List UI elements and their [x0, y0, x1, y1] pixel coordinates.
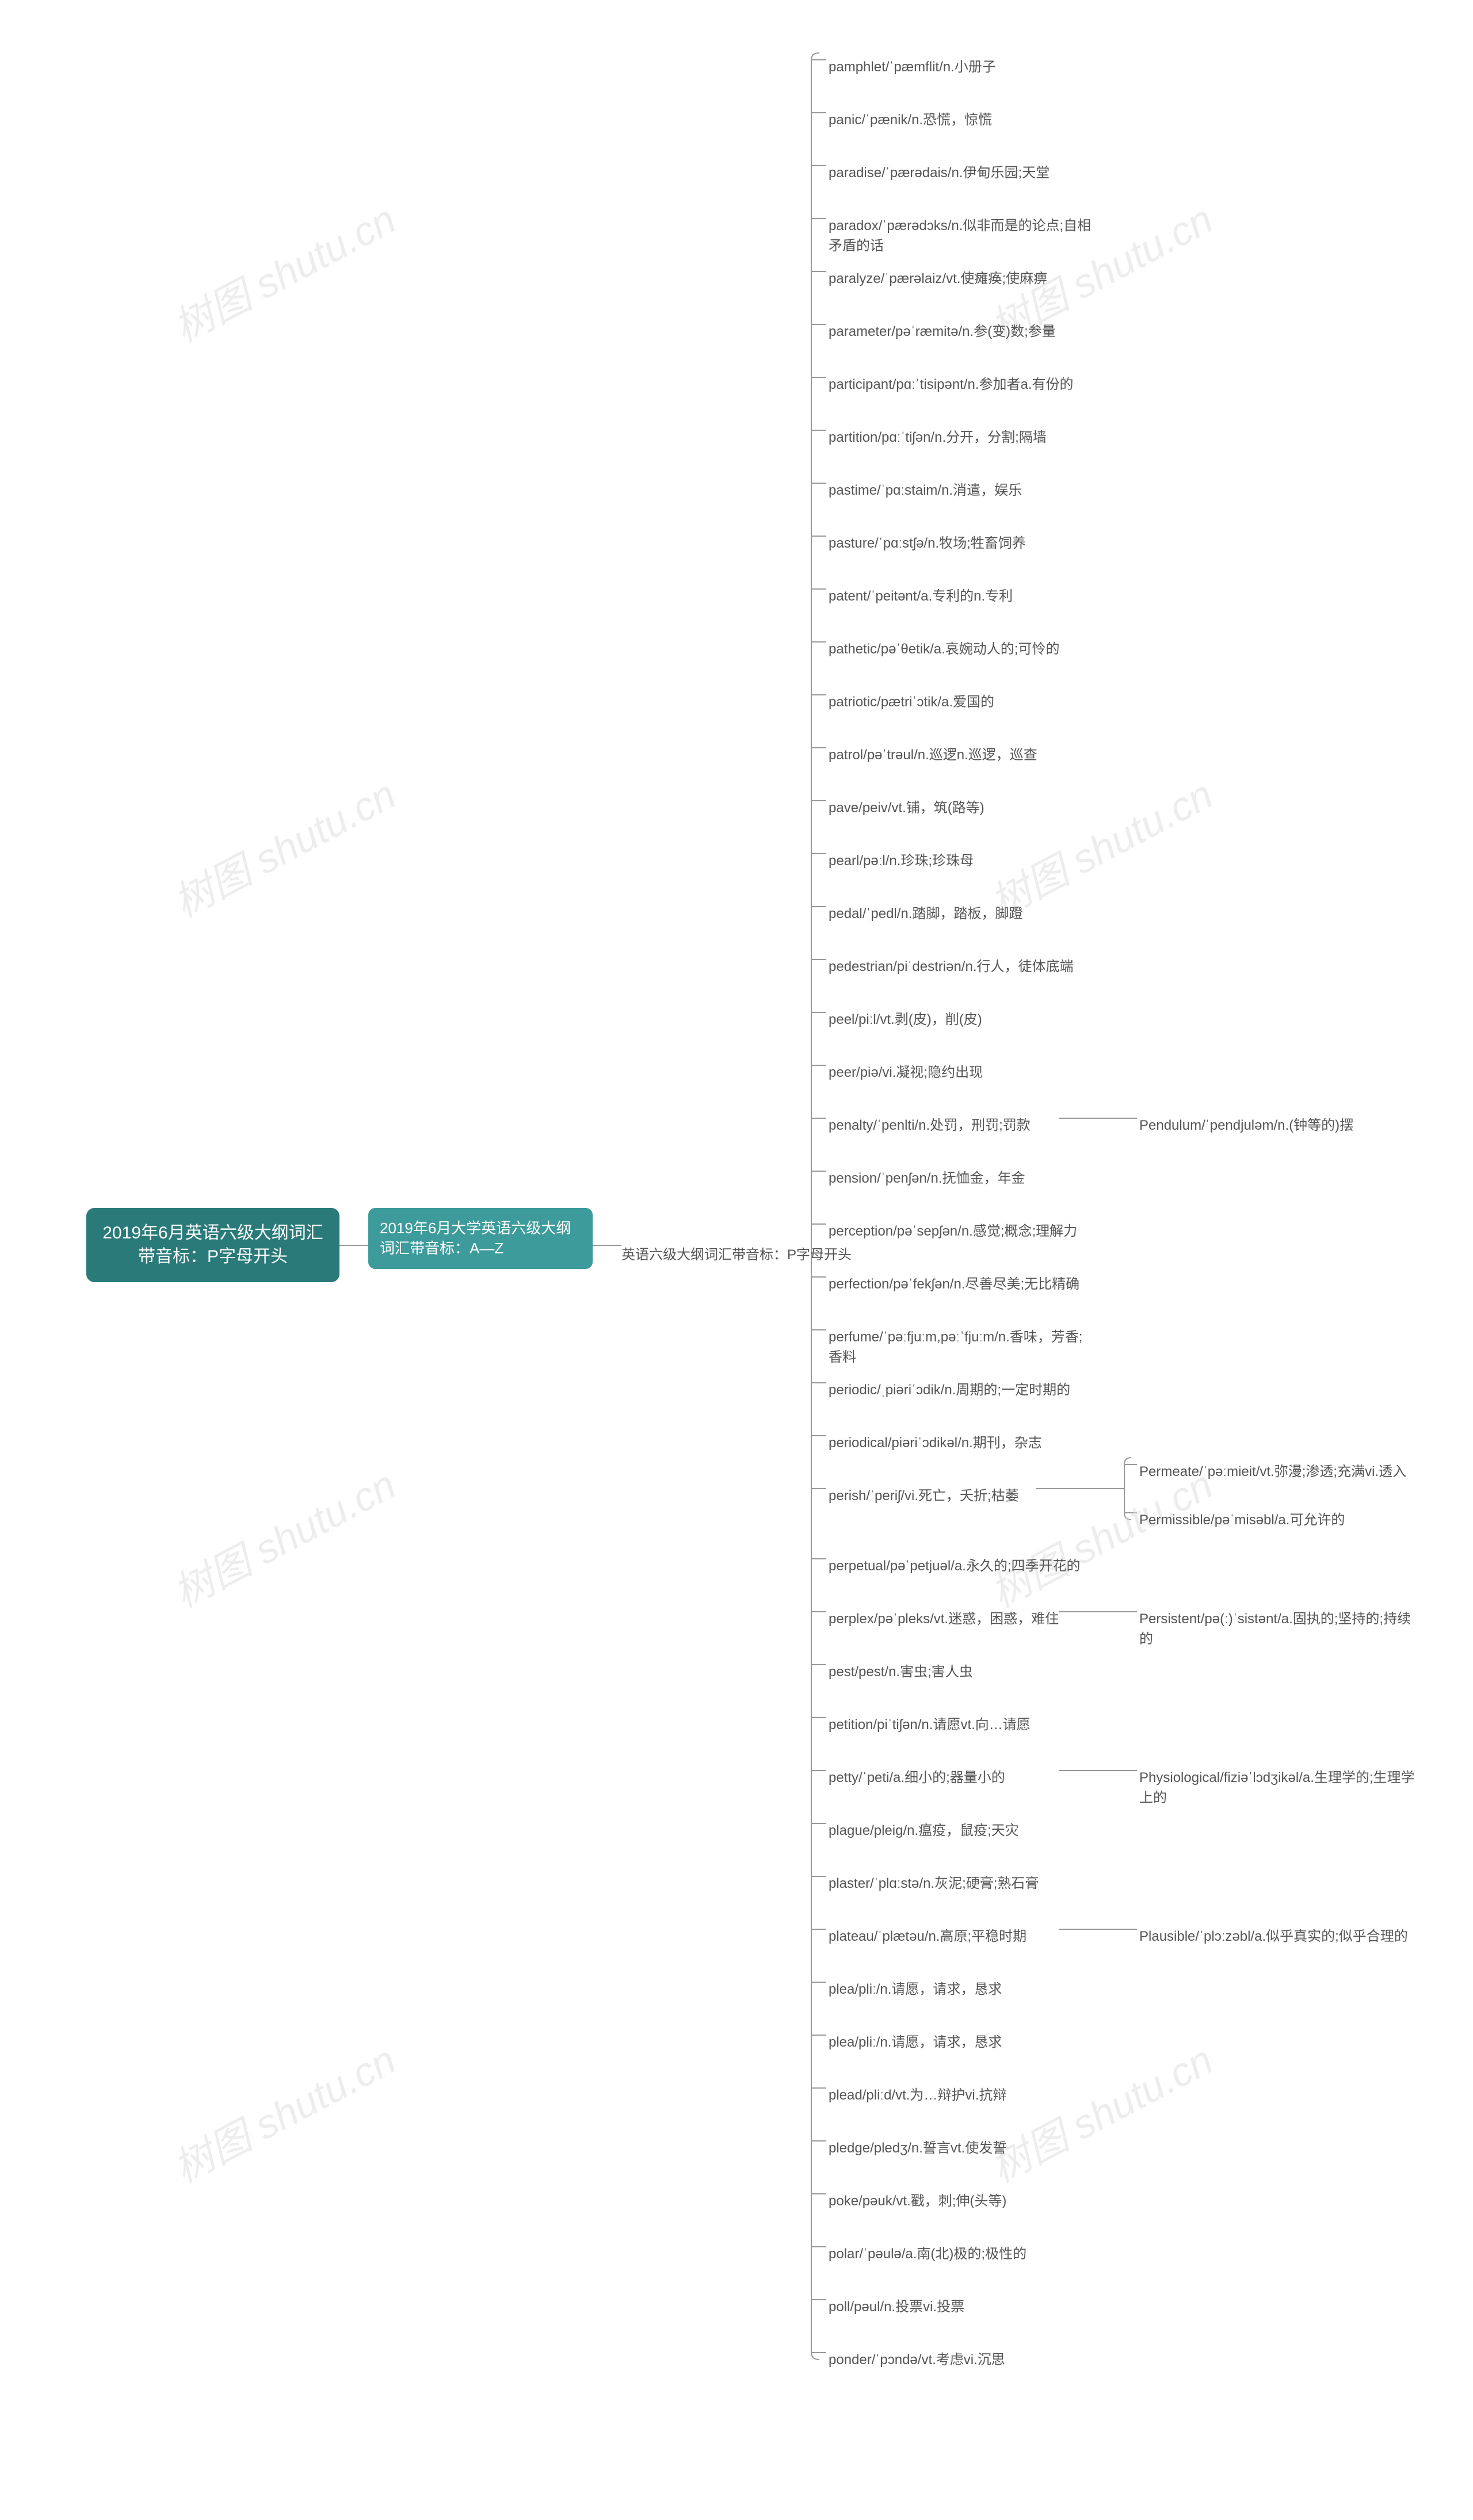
watermark: 树图 shutu.cn: [162, 763, 404, 928]
vocab-leaf: patriotic/pætriˈɔtik/a.爱国的: [829, 687, 994, 714]
watermark: 树图 shutu.cn: [162, 1453, 404, 1619]
vocab-child: Pendulum/ˈpendjuləm/n.(钟等的)摆: [1139, 1110, 1353, 1137]
vocab-leaf: patent/ˈpeitənt/a.专利的n.专利: [829, 581, 1013, 608]
vocab-leaf: poll/pəul/n.投票vi.投票: [829, 2292, 964, 2319]
sub-label: 英语六级大纲词汇带音标：P字母开头: [621, 1240, 852, 1267]
vocab-leaf: pest/pest/n.害虫;害人虫: [829, 1657, 973, 1684]
vocab-leaf: perplex/pəˈpleks/vt.迷惑，困惑，难住: [829, 1604, 1059, 1631]
vocab-leaf: penalty/ˈpenlti/n.处罚，刑罚;罚款: [829, 1110, 1031, 1137]
vocab-leaf: perfume/ˈpəːfjuːm,pəːˈfjuːm/n.香味，芳香;香料: [829, 1322, 1093, 1369]
watermark: 树图 shutu.cn: [162, 188, 404, 353]
vocab-leaf: ponder/ˈpɔndə/vt.考虑vi.沉思: [829, 2345, 1005, 2372]
vocab-leaf: plea/pliː/n.请愿，请求，恳求: [829, 1974, 1002, 2001]
vocab-leaf: panic/ˈpænik/n.恐慌，惊慌: [829, 105, 992, 132]
vocab-leaf: pedestrian/piˈdestriən/n.行人，徒体底端: [829, 951, 1073, 978]
vocab-leaf: pearl/pəːl/n.珍珠;珍珠母: [829, 846, 974, 873]
watermark: 树图 shutu.cn: [162, 2028, 404, 2194]
vocab-leaf: plague/pleig/n.瘟疫，鼠疫;天灾: [829, 1815, 1019, 1842]
vocab-leaf: plaster/ˈplɑːstə/n.灰泥;硬膏;熟石膏: [829, 1868, 1039, 1895]
vocab-leaf: pathetic/pəˈθetik/a.哀婉动人的;可怜的: [829, 634, 1059, 661]
vocab-leaf: peer/piə/vi.凝视;隐约出现: [829, 1057, 983, 1084]
vocab-child: Permeate/ˈpəːmieit/vt.弥漫;渗透;充满vi.透入: [1139, 1456, 1406, 1483]
vocab-leaf: plateau/ˈplætəu/n.高原;平稳时期: [829, 1921, 1026, 1948]
vocab-leaf: plead/pliːd/vt.为…辩护vi.抗辩: [829, 2080, 1006, 2107]
vocab-leaf: perception/pəˈsepʃən/n.感觉;概念;理解力: [829, 1216, 1077, 1243]
vocab-leaf: partition/pɑːˈtiʃən/n.分开，分割;隔墙: [829, 422, 1047, 449]
vocab-leaf: petty/ˈpeti/a.细小的;器量小的: [829, 1762, 1005, 1789]
vocab-leaf: peel/piːl/vt.剥(皮)，削(皮): [829, 1004, 982, 1031]
vocab-leaf: patrol/pəˈtrəul/n.巡逻n.巡逻，巡查: [829, 740, 1037, 767]
vocab-leaf: paradise/ˈpærədais/n.伊甸乐园;天堂: [829, 158, 1050, 185]
vocab-leaf: perpetual/pəˈpetjuəl/a.永久的;四季开花的: [829, 1551, 1081, 1578]
vocab-leaf: pedal/ˈpedl/n.踏脚，踏板，脚蹬: [829, 898, 1022, 926]
watermark: 树图 shutu.cn: [979, 2028, 1222, 2194]
root-node: 2019年6月英语六级大纲词汇带音标：P字母开头: [86, 1208, 339, 1282]
vocab-child: Persistent/pə(ː)ˈsistənt/a.固执的;坚持的;持续的: [1139, 1604, 1415, 1651]
vocab-leaf: pension/ˈpenʃən/n.抚恤金，年金: [829, 1163, 1025, 1190]
vocab-leaf: plea/pliː/n.请愿，请求，恳求: [829, 2027, 1002, 2054]
vocab-child: Permissible/pəˈmisəbl/a.可允许的: [1139, 1505, 1345, 1532]
vocab-leaf: perfection/pəˈfekʃən/n.尽善尽美;无比精确: [829, 1269, 1079, 1296]
vocab-leaf: periodic/ˌpiəriˈɔdik/n.周期的;一定时期的: [829, 1375, 1070, 1402]
vocab-leaf: polar/ˈpəulə/a.南(北)极的;极性的: [829, 2239, 1026, 2266]
mindmap-canvas: 树图 shutu.cn 树图 shutu.cn 树图 shutu.cn 树图 shut…: [0, 0, 1473, 2520]
vocab-leaf: pledge/pledʒ/n.誓言vt.使发誓: [829, 2133, 1006, 2160]
vocab-leaf: pave/peiv/vt.铺，筑(路等): [829, 793, 984, 820]
vocab-leaf: petition/piˈtiʃən/n.请愿vt.向…请愿: [829, 1710, 1031, 1737]
vocab-child: Plausible/ˈplɔːzəbl/a.似乎真实的;似乎合理的: [1139, 1921, 1408, 1948]
vocab-leaf: parameter/pəˈræmitə/n.参(变)数;参量: [829, 316, 1056, 343]
vocab-leaf: participant/pɑːˈtisipənt/n.参加者a.有份的: [829, 369, 1074, 396]
vocab-leaf: perish/ˈperiʃ/vi.死亡，夭折;枯萎: [829, 1481, 1019, 1508]
vocab-child: Physiological/fiziəˈlɔdʒikəl/a.生理学的;生理学上…: [1139, 1762, 1415, 1810]
vocab-leaf: pastime/ˈpɑːstaim/n.消遣，娱乐: [829, 475, 1022, 502]
vocab-leaf: pasture/ˈpɑːstʃə/n.牧场;牲畜饲养: [829, 528, 1026, 555]
vocab-leaf: paralyze/ˈpærəlaiz/vt.使瘫痪;使麻痹: [829, 263, 1047, 290]
vocab-leaf: paradox/ˈpærədɔks/n.似非而是的论点;自相矛盾的话: [829, 211, 1093, 258]
vocab-leaf: pamphlet/ˈpæmflit/n.小册子: [829, 52, 996, 79]
branch-node: 2019年6月大学英语六级大纲词汇带音标：A—Z: [368, 1208, 593, 1269]
vocab-leaf: periodical/piəriˈɔdikəl/n.期刊，杂志: [829, 1428, 1042, 1455]
vocab-leaf: poke/pəuk/vt.戳，刺;伸(头等): [829, 2186, 1006, 2213]
